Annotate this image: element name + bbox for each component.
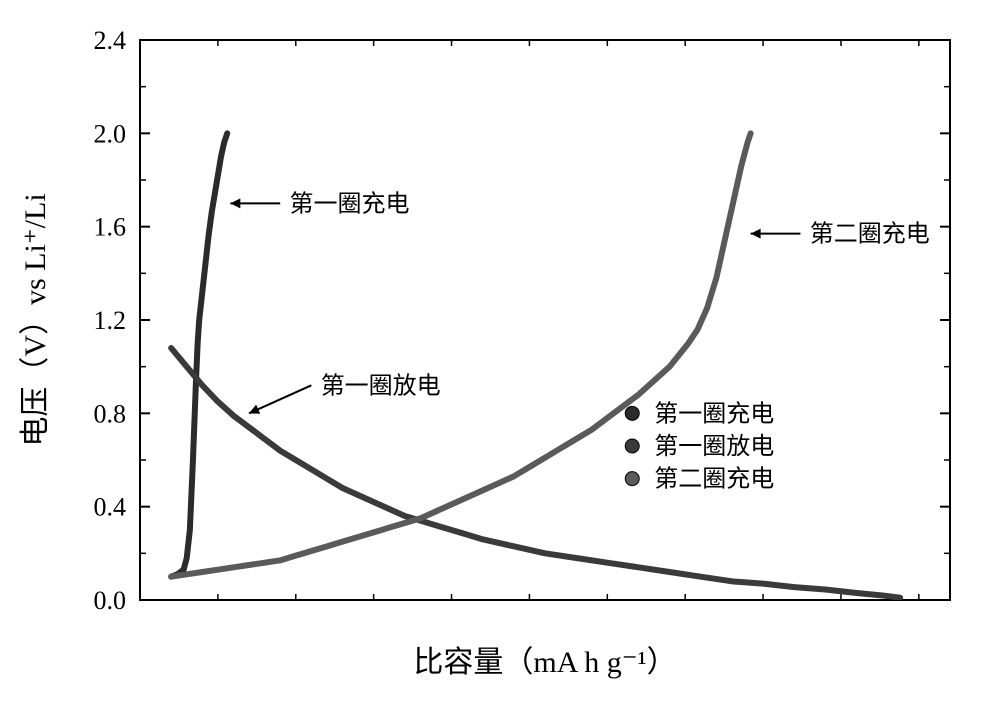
- y-tick-label: 0.4: [94, 493, 127, 522]
- x-axis-title: 比容量（mA h g⁻¹）: [413, 646, 676, 679]
- ann-first-discharge: 第一圈放电: [321, 372, 441, 399]
- ann-second-charge: 第二圈充电: [810, 221, 930, 248]
- ann-first-charge: 第一圈充电: [290, 190, 410, 217]
- legend-marker-0: [625, 406, 639, 420]
- chart-container: 0.0 0.4 0.8 1.2 1.6 2.0 2.4 比容量（mA h g⁻¹） 电压（V）v…: [0, 0, 1000, 706]
- legend-label-2: 第二圈充电: [654, 466, 774, 493]
- legend-label-1: 第一圈放电: [654, 433, 774, 460]
- y-tick-label: 2.4: [94, 26, 127, 55]
- y-tick-label: 1.2: [94, 306, 127, 335]
- legend-marker-2: [625, 472, 639, 486]
- legend-marker-1: [625, 439, 639, 453]
- legend-label-0: 第一圈充电: [654, 400, 774, 427]
- y-tick-label: 0.8: [94, 399, 127, 428]
- y-tick-label: 0.0: [94, 586, 127, 615]
- y-tick-label: 2.0: [94, 119, 127, 148]
- y-tick-label: 1.6: [94, 213, 127, 242]
- chart-svg: 0.0 0.4 0.8 1.2 1.6 2.0 2.4 比容量（mA h g⁻¹） 电压（V）v…: [0, 0, 1000, 706]
- y-axis-title: 电压（V）vs Li⁺/Li: [19, 193, 52, 446]
- plot-area: [140, 40, 950, 600]
